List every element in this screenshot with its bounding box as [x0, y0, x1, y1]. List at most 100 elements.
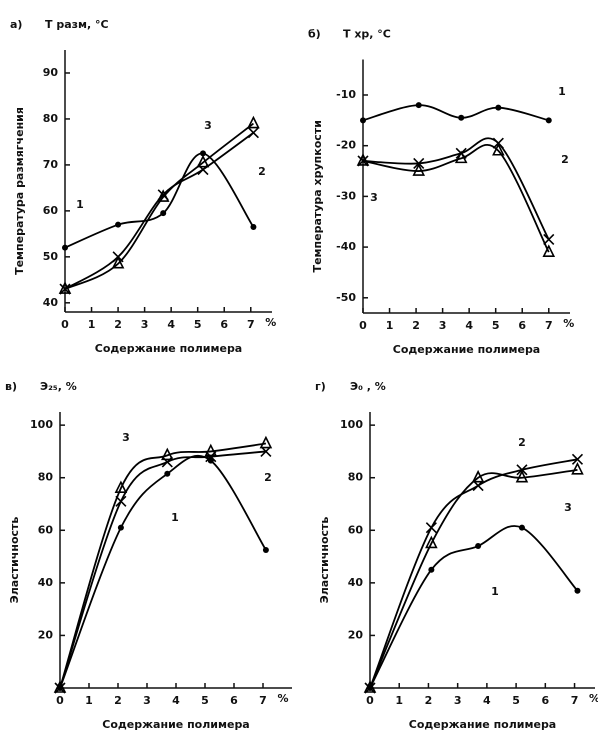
marker: [204, 443, 218, 457]
marker: [250, 223, 257, 230]
marker: [471, 469, 485, 483]
x-tick-label: 6: [230, 694, 238, 707]
y-tick-label: 40: [43, 296, 59, 309]
series-label: 1: [76, 198, 84, 211]
y-tick-label: 90: [43, 66, 59, 79]
x-unit-label: %: [589, 692, 598, 705]
x-unit-label: %: [563, 317, 574, 330]
marker: [425, 535, 438, 549]
series-label: 3: [564, 501, 572, 514]
series-line: [59, 454, 267, 689]
y-unit-label: Э₀ , %: [350, 380, 386, 393]
x-tick-label: 1: [88, 318, 96, 331]
y-tick-label: -40: [336, 240, 356, 253]
series-label: 2: [561, 153, 569, 166]
y-tick-label: 40: [348, 576, 364, 589]
marker: [571, 453, 584, 465]
marker: [574, 587, 581, 594]
series-line: [369, 525, 579, 689]
series-label: 3: [204, 119, 212, 132]
y-tick-label: 100: [340, 418, 363, 431]
x-tick-label: 4: [465, 319, 473, 332]
marker: [516, 464, 528, 476]
marker: [161, 447, 174, 461]
series-label: 2: [258, 165, 266, 178]
x-tick-label: 3: [141, 318, 149, 331]
panel-label: в): [5, 380, 17, 393]
marker: [492, 142, 505, 156]
marker: [53, 680, 67, 693]
x-tick-label: 7: [259, 694, 267, 707]
series-line: [369, 468, 578, 689]
panel-label: г): [315, 380, 326, 393]
y-tick-label: 40: [38, 576, 54, 589]
y-tick-label: -30: [336, 189, 356, 202]
y-tick-label: 50: [43, 250, 59, 263]
x-tick-label: 2: [114, 694, 122, 707]
series-label: 3: [122, 431, 130, 444]
x-tick-label: 4: [483, 694, 491, 707]
marker: [571, 462, 584, 475]
marker: [117, 524, 124, 531]
marker: [160, 210, 167, 217]
marker: [458, 114, 465, 121]
series-line: [369, 458, 578, 689]
series-line: [362, 104, 549, 122]
y-tick-label: -10: [336, 88, 356, 101]
x-tick-label: 0: [366, 694, 374, 707]
x-tick-label: 1: [395, 694, 403, 707]
series-line: [362, 137, 550, 240]
marker: [360, 117, 366, 124]
marker: [196, 154, 210, 168]
x-tick-label: 2: [412, 319, 420, 332]
x-tick-label: 6: [541, 694, 549, 707]
series-label: 2: [518, 436, 526, 449]
marker: [545, 117, 552, 124]
marker: [356, 153, 370, 166]
y-tick-label: -50: [336, 291, 356, 304]
marker: [111, 255, 125, 269]
series-label: 1: [491, 585, 499, 598]
marker: [475, 543, 482, 550]
series-line: [64, 122, 254, 290]
x-tick-label: 5: [512, 694, 520, 707]
x-unit-label: %: [277, 692, 288, 705]
x-tick-label: 0: [359, 319, 367, 332]
x-tick-label: 3: [143, 694, 151, 707]
marker: [495, 104, 502, 111]
marker: [247, 127, 259, 139]
marker: [428, 566, 435, 573]
y-axis-title: Температура размягчения: [13, 107, 26, 275]
y-tick-label: 80: [43, 112, 59, 125]
series-label: 2: [264, 471, 272, 484]
marker: [58, 281, 72, 294]
x-axis-title: Содержание полимера: [102, 718, 250, 731]
series-line: [64, 132, 254, 290]
x-tick-label: 7: [571, 694, 579, 707]
y-tick-label: 20: [38, 628, 54, 641]
marker: [262, 547, 269, 553]
y-unit-label: Т хр, °С: [343, 28, 391, 41]
marker: [412, 163, 426, 176]
x-tick-label: 4: [167, 318, 175, 331]
marker: [415, 102, 422, 109]
y-tick-label: 60: [43, 204, 59, 217]
x-tick-label: 7: [247, 318, 255, 331]
series-label: 3: [370, 191, 378, 204]
y-tick-label: 80: [348, 471, 364, 484]
marker: [259, 435, 273, 449]
marker: [115, 221, 122, 228]
x-tick-label: 3: [454, 694, 462, 707]
x-tick-label: 6: [518, 319, 526, 332]
marker: [156, 189, 170, 202]
x-tick-label: 3: [439, 319, 447, 332]
x-axis-title: Содержание полимера: [393, 343, 541, 356]
marker: [114, 480, 128, 494]
x-tick-label: 0: [61, 318, 69, 331]
y-axis-title: Эластичность: [318, 517, 331, 604]
marker: [542, 244, 556, 257]
y-tick-label: 80: [38, 471, 54, 484]
x-axis-title: Содержание полимера: [95, 342, 243, 355]
y-tick-label: 100: [30, 418, 53, 431]
marker: [454, 150, 468, 164]
